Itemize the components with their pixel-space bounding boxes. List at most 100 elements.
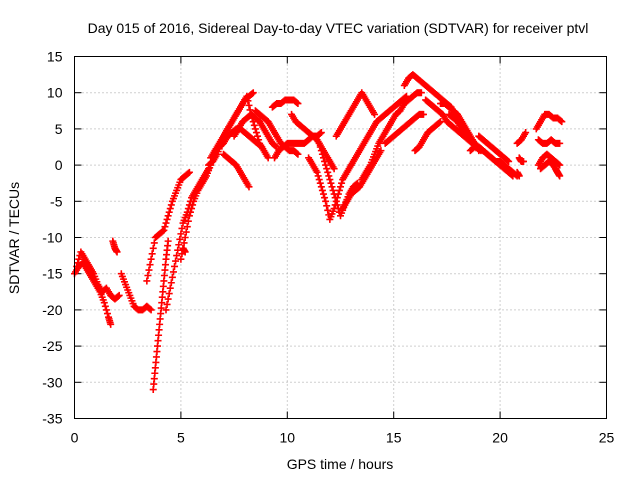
data-point <box>147 306 155 314</box>
data-point <box>258 143 266 151</box>
data-point <box>188 205 196 213</box>
data-point <box>293 149 301 157</box>
data-point <box>313 168 321 176</box>
data-point <box>146 261 154 269</box>
data-point <box>162 306 170 314</box>
data-point <box>182 228 190 236</box>
data-point <box>185 212 193 220</box>
data-point <box>515 172 523 180</box>
y-tick-label: 0 <box>55 157 63 173</box>
series-arc-38 <box>534 150 564 169</box>
y-axis-label: SDTVAR / TECUs <box>6 182 22 294</box>
data-point <box>172 257 180 265</box>
data-point <box>174 246 182 254</box>
x-tick-label: 5 <box>177 430 185 446</box>
data-point <box>417 89 425 97</box>
series-arc-13 <box>219 150 253 191</box>
data-point <box>555 160 563 168</box>
y-tick-label: -30 <box>42 374 62 390</box>
data-point <box>162 219 170 227</box>
series-arc-28 <box>411 118 445 155</box>
data-point <box>332 197 340 205</box>
x-tick-label: 10 <box>280 430 296 446</box>
data-point <box>322 197 330 205</box>
series-arc-40 <box>551 165 564 180</box>
data-point <box>101 302 109 310</box>
data-point <box>144 272 152 280</box>
series-arc-11 <box>207 89 257 162</box>
series-arc-5 <box>143 168 193 285</box>
data-point <box>251 125 259 133</box>
data-point <box>148 250 156 258</box>
data-point <box>175 241 183 249</box>
data-point <box>315 176 323 184</box>
x-tick-label: 0 <box>71 430 79 446</box>
data-point <box>556 172 564 180</box>
data-point <box>435 119 443 127</box>
data-point <box>161 223 169 231</box>
data-point <box>171 262 179 270</box>
data-point <box>186 208 194 216</box>
data-point <box>325 172 333 180</box>
data-point <box>294 150 302 158</box>
series-arc-4 <box>117 270 155 314</box>
data-point <box>293 99 301 107</box>
data-point <box>165 208 173 216</box>
y-tick-label: -25 <box>42 338 62 354</box>
data-point <box>322 161 330 169</box>
data-point <box>504 157 512 165</box>
data-point <box>150 239 158 247</box>
data-point <box>166 284 174 292</box>
data-point <box>272 142 280 150</box>
data-point <box>160 226 168 234</box>
data-point <box>166 205 174 213</box>
data-point <box>317 129 325 137</box>
data-point <box>557 117 565 125</box>
series-arc-9 <box>179 244 189 256</box>
data-point <box>168 273 176 281</box>
y-tick-label: -35 <box>42 411 62 427</box>
data-point <box>184 169 192 177</box>
data-point <box>327 179 335 187</box>
data-point <box>558 118 566 126</box>
data-point <box>323 165 331 173</box>
x-axis-label: GPS time / hours <box>287 456 394 472</box>
data-point <box>321 157 329 165</box>
data-point <box>252 129 260 137</box>
series-arc-37 <box>534 136 564 147</box>
y-tick-label: 15 <box>47 49 63 65</box>
series-arc-39 <box>537 157 562 176</box>
y-tick-label: -5 <box>50 193 63 209</box>
data-point <box>315 139 323 147</box>
series-arc-36 <box>532 110 566 133</box>
data-point <box>319 190 327 198</box>
series-arc-24 <box>358 89 425 184</box>
data-point <box>321 194 329 202</box>
data-point <box>250 121 258 129</box>
data-point <box>114 292 122 300</box>
data-point <box>318 150 326 158</box>
data-point <box>294 100 302 108</box>
data-point <box>163 300 171 308</box>
x-tick-label: 15 <box>386 430 402 446</box>
data-point <box>181 234 189 241</box>
data-point <box>254 132 262 140</box>
data-point <box>169 268 177 276</box>
series-arc-16 <box>268 96 302 111</box>
series-arc-2 <box>73 248 123 303</box>
data-point <box>164 237 172 245</box>
data-point <box>113 248 121 256</box>
data-point <box>330 190 338 198</box>
data-point <box>317 147 325 155</box>
data-point <box>328 183 336 191</box>
data-point <box>100 299 108 307</box>
data-point <box>331 194 339 202</box>
data-point <box>318 186 326 194</box>
series-arc-3 <box>109 237 121 256</box>
data-point <box>522 129 530 137</box>
data-point <box>316 143 324 151</box>
data-point <box>419 110 427 118</box>
y-tick-label: 5 <box>55 121 63 137</box>
data-point <box>185 168 193 176</box>
series-arc-23 <box>347 92 410 169</box>
